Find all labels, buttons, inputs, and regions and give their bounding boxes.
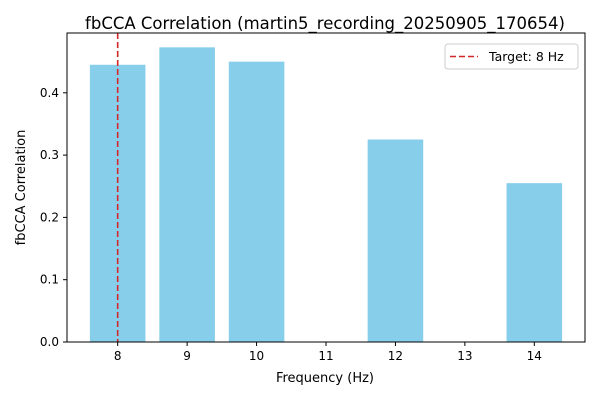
- bar-9hz: [159, 47, 215, 342]
- y-axis-ticks: 0.0 0.1 0.2 0.3 0.4: [40, 86, 67, 349]
- x-tick-label-9: 9: [183, 349, 191, 363]
- legend: Target: 8 Hz: [444, 43, 579, 70]
- bar-14hz: [506, 183, 563, 342]
- x-tick-label-13: 13: [457, 349, 472, 363]
- x-tick-label-10: 10: [249, 349, 264, 363]
- x-axis-ticks: 8 9 10 11 12 13 14: [114, 342, 542, 363]
- x-tick-label-12: 12: [388, 349, 403, 363]
- bar-12hz: [367, 139, 424, 342]
- y-tick-label-0.0: 0.0: [40, 335, 59, 349]
- bars-layer: [89, 47, 563, 343]
- x-tick-label-8: 8: [114, 349, 122, 363]
- y-tick-label-0.3: 0.3: [40, 148, 59, 162]
- x-axis-label: Frequency (Hz): [276, 371, 374, 386]
- y-tick-label-0.2: 0.2: [40, 210, 59, 224]
- y-tick-label-0.4: 0.4: [40, 86, 59, 100]
- y-axis-label: fbCCA Correlation: [14, 130, 29, 246]
- chart-title: fbCCA Correlation (martin5_recording_202…: [85, 14, 565, 34]
- bar-10hz: [228, 61, 285, 342]
- x-tick-label-14: 14: [527, 349, 542, 363]
- legend-target-label: Target: 8 Hz: [488, 49, 564, 64]
- legend-box: [444, 43, 579, 70]
- y-tick-label-0.1: 0.1: [40, 273, 59, 287]
- x-tick-label-11: 11: [318, 349, 333, 363]
